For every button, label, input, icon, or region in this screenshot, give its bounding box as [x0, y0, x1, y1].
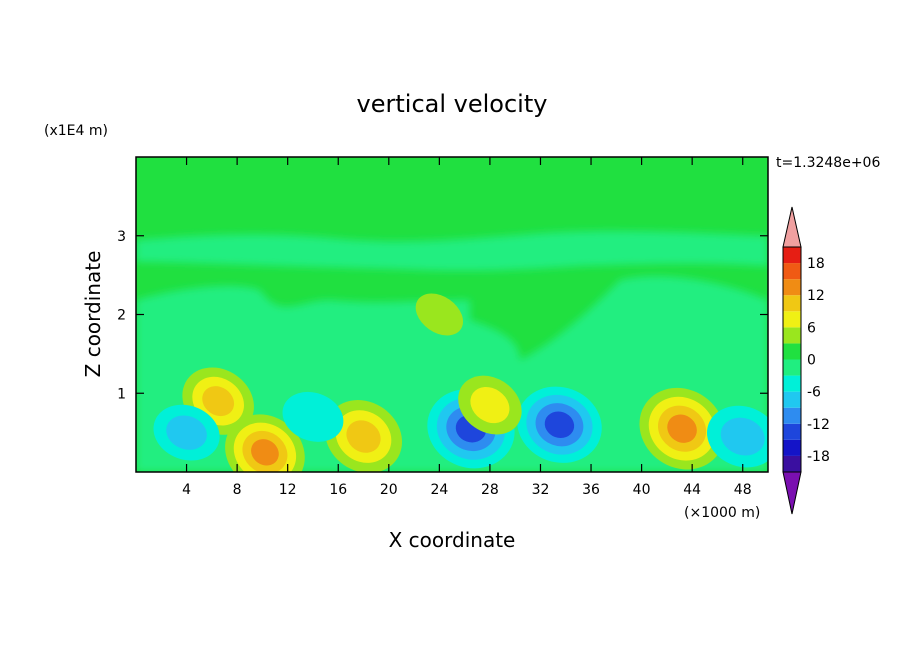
- colorbar-lower-extension: [782, 471, 802, 515]
- contour-feature: [153, 404, 220, 461]
- contour-level: [251, 439, 279, 466]
- y-tick-label: 3: [117, 229, 126, 245]
- colorbar-segment: [783, 295, 801, 312]
- contour-level: [166, 415, 207, 450]
- colorbar-segment: [783, 439, 801, 456]
- colorbar-segment: [783, 375, 801, 392]
- contour-level: [346, 420, 381, 453]
- colorbar-segment: [783, 407, 801, 424]
- x-tick-label: 28: [481, 482, 499, 498]
- y-tick-label: 1: [117, 386, 126, 402]
- contour-feature: [325, 400, 403, 472]
- colorbar-upper-extension: [782, 206, 802, 248]
- colorbar-tick-label: 6: [807, 320, 816, 336]
- colorbar-segment: [783, 359, 801, 376]
- colorbar-frame: [782, 246, 802, 473]
- x-unit-label: (×1000 m): [684, 505, 760, 521]
- y-axis-label: Z coordinate: [81, 251, 105, 378]
- x-tick-label: 48: [734, 482, 752, 498]
- contour-level: [202, 386, 235, 417]
- contour-feature: [458, 375, 522, 435]
- x-axis-label: X coordinate: [389, 528, 516, 552]
- contour-level: [470, 386, 510, 424]
- colorbar-segment: [783, 311, 801, 328]
- colorbar-tick-label: 12: [807, 288, 825, 304]
- contour-level: [544, 411, 575, 439]
- x-tick-label: 24: [430, 482, 448, 498]
- colorbar-segment: [783, 423, 801, 440]
- x-tick-label: 4: [182, 482, 191, 498]
- x-tick-label: 40: [633, 482, 651, 498]
- y-tick-label: 2: [117, 308, 126, 324]
- colorbar-segment: [783, 327, 801, 344]
- x-tick-label: 32: [532, 482, 550, 498]
- x-tick-label: 36: [582, 482, 600, 498]
- colorbar-segment: [783, 247, 801, 264]
- colorbar-segment: [783, 455, 801, 472]
- x-tick-label: 20: [380, 482, 398, 498]
- time-label: t=1.3248e+06: [776, 155, 880, 171]
- x-axis-ticks: 4 8 12 16 20 24 28 32 36 40 44 48: [182, 157, 752, 498]
- neutral-band-upper: [136, 231, 768, 271]
- x-tick-label: 44: [683, 482, 701, 498]
- contour-level: [415, 293, 464, 336]
- contour-feature: [707, 405, 768, 468]
- y-axis-ticks: 1 2 3: [117, 229, 768, 402]
- colorbar-tick-label: 18: [807, 256, 825, 272]
- x-tick-label: 12: [279, 482, 297, 498]
- colorbar: 18 12 6 0 -6 -12 -18: [782, 206, 830, 515]
- y-unit-label: (x1E4 m): [44, 123, 108, 139]
- contour-level: [720, 417, 765, 456]
- colorbar-segment: [783, 343, 801, 360]
- colorbar-tick-label: -18: [807, 449, 830, 465]
- x-tick-label: 16: [329, 482, 347, 498]
- colorbar-segment: [783, 263, 801, 280]
- colorbar-segment: [783, 391, 801, 408]
- plot-area: 4 8 12 16 20 24 28 32 36 40 44 48 123: [117, 156, 769, 498]
- x-tick-label: 8: [233, 482, 242, 498]
- colorbar-tick-label: -12: [807, 417, 830, 433]
- contour-level: [282, 391, 344, 442]
- contour-feature: [282, 391, 344, 442]
- contour-feature: [415, 293, 464, 336]
- colorbar-tick-label: 0: [807, 353, 816, 369]
- colorbar-tick-label: -6: [807, 385, 821, 401]
- chart-title: vertical velocity: [357, 90, 548, 118]
- contour-feature: [639, 387, 725, 470]
- contour-level: [667, 414, 697, 443]
- colorbar-segment: [783, 279, 801, 296]
- contour-feature: [517, 386, 602, 463]
